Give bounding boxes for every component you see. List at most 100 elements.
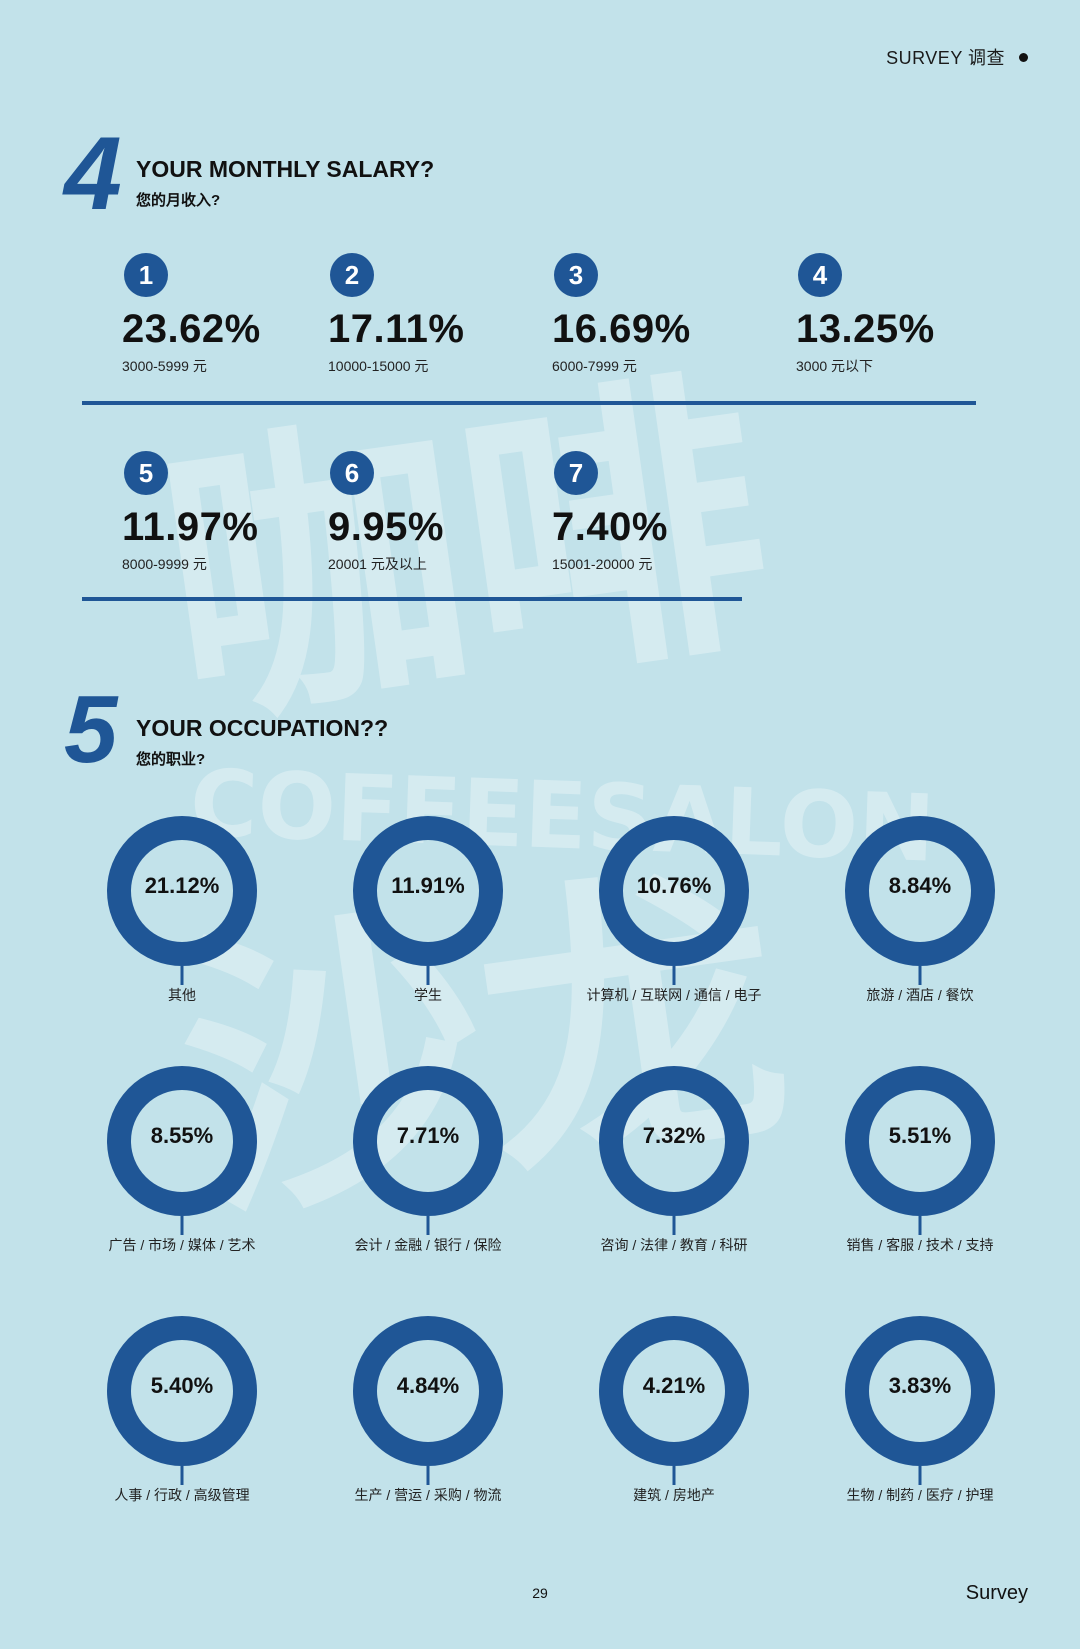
occupation-item: 10.76% 计算机 / 互联网 / 通信 / 电子: [564, 815, 784, 1015]
occupation-label: 咨询 / 法律 / 教育 / 科研: [600, 1237, 748, 1253]
donut-ring: [107, 1316, 257, 1485]
donut-circle: [353, 1066, 503, 1216]
section-title: YOUR OCCUPATION?? 您的职业?: [136, 715, 388, 769]
donut-ring: [845, 1066, 995, 1235]
occupation-percent: 7.71%: [396, 1123, 460, 1148]
salary-item: 1 23.62% 3000-5999 元: [122, 253, 322, 376]
salary-item: 3 16.69% 6000-7999 元: [552, 253, 752, 376]
occupation-label: 广告 / 市场 / 媒体 / 艺术: [108, 1237, 256, 1253]
occupation-percent: 21.12%: [144, 873, 220, 898]
salary-range: 3000-5999 元: [122, 358, 207, 374]
salary-range: 8000-9999 元: [122, 556, 207, 572]
donut-ring: [845, 816, 995, 985]
donut-circle: [845, 816, 995, 966]
rank-badge: 6: [330, 451, 374, 495]
occupation-item: 3.83% 生物 / 制药 / 医疗 / 护理: [810, 1315, 1030, 1515]
salary-percent: 7.40%: [552, 505, 668, 549]
occupation-percent: 4.84%: [396, 1373, 460, 1398]
donut-circle: [599, 816, 749, 966]
donut-circle: [599, 1316, 749, 1466]
section-title: YOUR MONTHLY SALARY? 您的月收入?: [136, 156, 434, 210]
salary-range: 3000 元以下: [796, 358, 874, 374]
salary-percent: 23.62%: [122, 307, 261, 351]
occupation-percent: 4.21%: [642, 1373, 706, 1398]
occupation-label: 生产 / 营运 / 采购 / 物流: [354, 1487, 502, 1503]
occupation-label: 计算机 / 互联网 / 通信 / 电子: [586, 987, 762, 1003]
donut-circle: [107, 1316, 257, 1466]
salary-percent: 16.69%: [552, 307, 691, 351]
occupation-percent: 5.40%: [150, 1373, 214, 1398]
donut-circle: [353, 816, 503, 966]
donut-ring: [353, 816, 503, 985]
occupation-label: 建筑 / 房地产: [633, 1487, 715, 1503]
header-text: SURVEY 调查: [886, 48, 1005, 68]
salary-item: 4 13.25% 3000 元以下: [796, 253, 996, 376]
rank-badge: 4: [798, 253, 842, 297]
salary-percent: 11.97%: [122, 505, 259, 549]
salary-range: 20001 元及以上: [328, 556, 427, 572]
salary-item: 6 9.95% 20001 元及以上: [328, 451, 528, 574]
salary-percent: 9.95%: [328, 505, 444, 549]
donut-ring: [353, 1316, 503, 1485]
occupation-percent: 7.32%: [642, 1123, 706, 1148]
divider: [82, 401, 976, 405]
occupation-item: 5.51% 销售 / 客服 / 技术 / 支持: [810, 1065, 1030, 1265]
donut-circle: [353, 1316, 503, 1466]
occupation-item: 21.12% 其他: [72, 815, 292, 1015]
occupation-item: 5.40% 人事 / 行政 / 高级管理: [72, 1315, 292, 1515]
salary-percent: 17.11%: [328, 307, 465, 351]
occupation-label: 其他: [168, 987, 196, 1003]
section-number: 5: [64, 676, 118, 783]
occupation-label: 生物 / 制药 / 医疗 / 护理: [846, 1487, 994, 1503]
occupation-item: 4.84% 生产 / 营运 / 采购 / 物流: [318, 1315, 538, 1515]
occupation-label: 旅游 / 酒店 / 餐饮: [866, 987, 974, 1003]
salary-range: 15001-20000 元: [552, 556, 653, 572]
occupation-percent: 11.91%: [391, 873, 465, 898]
donut-ring: [353, 1066, 503, 1235]
rank-badge: 1: [124, 253, 168, 297]
rank-badge: 5: [124, 451, 168, 495]
occupation-item: 11.91% 学生: [318, 815, 538, 1015]
donut-circle: [599, 1066, 749, 1216]
donut-ring: [599, 1066, 749, 1235]
donut-circle: [107, 1066, 257, 1216]
footer-word: Survey: [965, 1582, 1028, 1604]
occupation-percent: 8.84%: [888, 873, 952, 898]
rank-badge: 2: [330, 253, 374, 297]
occupation-percent: 8.55%: [150, 1123, 214, 1148]
donut-circle: [845, 1066, 995, 1216]
page-header: SURVEY 调查: [886, 44, 1028, 70]
occupation-label: 学生: [414, 987, 442, 1003]
donut-ring: [107, 1066, 257, 1235]
occupation-label: 人事 / 行政 / 高级管理: [114, 1487, 250, 1503]
donut-circle: [107, 816, 257, 966]
page-number: 29: [532, 1585, 548, 1601]
occupation-item: 7.71% 会计 / 金融 / 银行 / 保险: [318, 1065, 538, 1265]
occupation-percent: 10.76%: [636, 873, 712, 898]
salary-percent: 13.25%: [796, 307, 935, 351]
salary-item: 2 17.11% 10000-15000 元: [328, 253, 528, 376]
donut-ring: [845, 1316, 995, 1485]
salary-range: 6000-7999 元: [552, 358, 637, 374]
donut-ring: [599, 1316, 749, 1485]
rank-badge: 7: [554, 451, 598, 495]
donut-ring: [599, 816, 749, 985]
occupation-percent: 5.51%: [888, 1123, 952, 1148]
bullet-icon: [1019, 52, 1028, 62]
donut-circle: [845, 1316, 995, 1466]
section-number: 4: [64, 116, 122, 232]
section-title-zh: 您的职业?: [136, 751, 206, 768]
divider: [82, 597, 742, 601]
salary-item: 7 7.40% 15001-20000 元: [552, 451, 752, 574]
section-title-zh: 您的月收入?: [136, 192, 221, 209]
rank-badge: 3: [554, 253, 598, 297]
occupation-label: 销售 / 客服 / 技术 / 支持: [846, 1237, 994, 1253]
salary-item: 5 11.97% 8000-9999 元: [122, 451, 322, 574]
occupation-item: 8.84% 旅游 / 酒店 / 餐饮: [810, 815, 1030, 1015]
section-title-en: YOUR OCCUPATION??: [136, 715, 389, 741]
occupation-percent: 3.83%: [888, 1373, 952, 1398]
salary-range: 10000-15000 元: [328, 358, 429, 374]
occupation-item: 4.21% 建筑 / 房地产: [564, 1315, 784, 1515]
section-title-en: YOUR MONTHLY SALARY?: [136, 156, 435, 182]
